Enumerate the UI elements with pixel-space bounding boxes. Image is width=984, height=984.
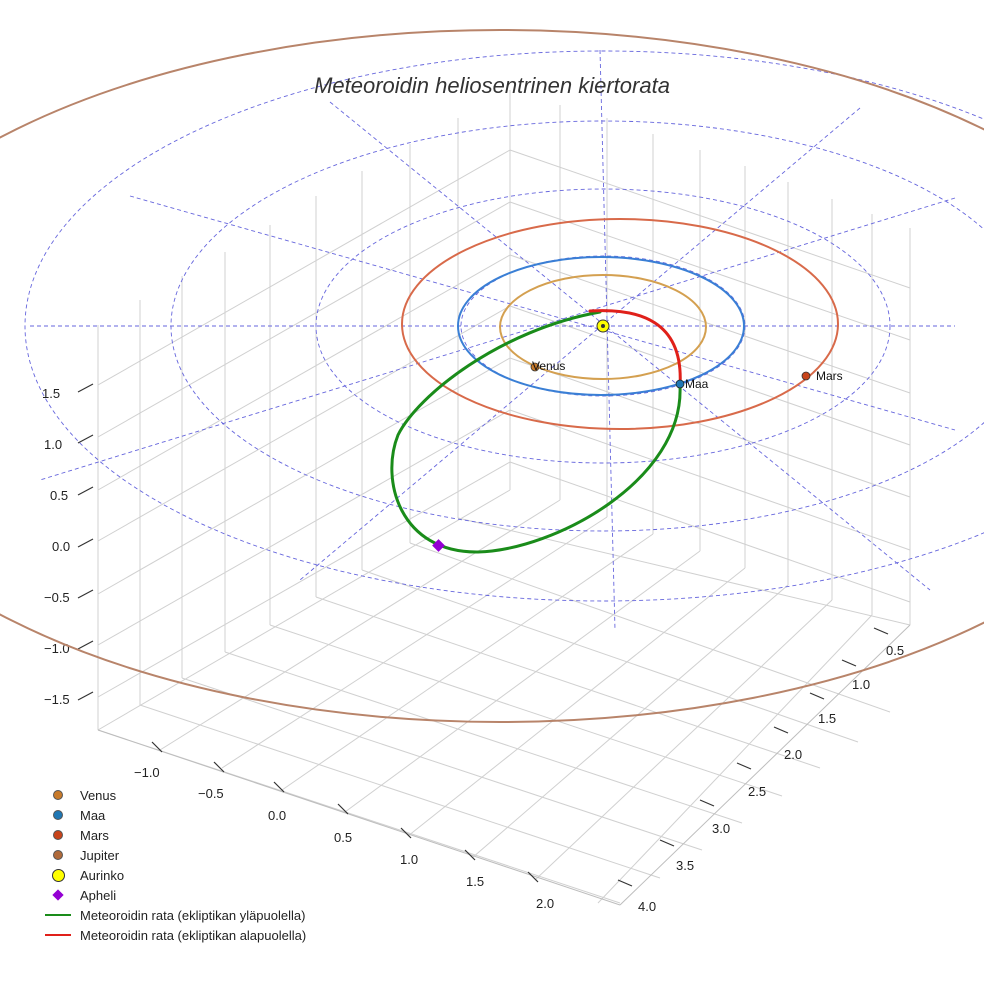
z-tick-label: −1.0 (44, 641, 70, 656)
legend-symbol-dot (40, 850, 76, 860)
legend-label: Venus (80, 787, 117, 803)
mars-marker (801, 371, 811, 381)
axis-tick-marks (77, 383, 889, 887)
legend-label: Maa (80, 807, 106, 823)
legend-label: Jupiter (80, 847, 120, 863)
y-tick-label: 4.0 (638, 899, 656, 914)
legend-item: Aurinko (40, 865, 306, 885)
pane-grid (97, 90, 911, 906)
venus-marker (530, 362, 540, 372)
legend-symbol-dot (40, 830, 76, 840)
ecliptic-polar-grid (24, 49, 984, 631)
legend-item: Meteoroidin rata (ekliptikan yläpuolella… (40, 905, 306, 925)
legend-symbol-sun (40, 868, 76, 882)
meteoroid-orbit-above (390, 310, 682, 554)
legend: Venus Maa Mars Jupiter Aurinko Apheli Meteoroi… (40, 785, 306, 945)
venus-label: Venus (532, 359, 565, 373)
y-tick-label: 1.0 (852, 677, 870, 692)
sun-core (601, 324, 605, 328)
x-tick-label: −0.5 (198, 786, 224, 801)
x-tick-label: 0.0 (268, 808, 286, 823)
venus-orbit (499, 274, 707, 380)
legend-label: Aurinko (80, 867, 125, 883)
legend-label: Apheli (80, 887, 117, 903)
jupiter-orbit (0, 29, 984, 723)
y-tick-label: 1.5 (818, 711, 836, 726)
mars-orbit (401, 218, 839, 430)
y-tick-label: 2.5 (748, 784, 766, 799)
legend-item: Jupiter (40, 845, 306, 865)
y-tick-label: 3.0 (712, 821, 730, 836)
legend-label: Meteoroidin rata (ekliptikan alapuolella… (80, 927, 307, 943)
y-tick-label: 3.5 (676, 858, 694, 873)
earth-orbit (457, 256, 745, 396)
x-tick-label: 2.0 (536, 896, 554, 911)
legend-label: Mars (80, 827, 109, 843)
z-tick-label: −1.5 (44, 692, 70, 707)
z-tick-label: 1.5 (42, 386, 60, 401)
x-tick-label: 1.0 (400, 852, 418, 867)
legend-symbol-line (40, 914, 76, 916)
z-tick-label: 0.5 (50, 488, 68, 503)
legend-item: Apheli (40, 885, 306, 905)
legend-item: Maa (40, 805, 306, 825)
legend-symbol-dot (40, 790, 76, 800)
z-tick-label: 1.0 (44, 437, 62, 452)
z-tick-label: 0.0 (52, 539, 70, 554)
sun (596, 319, 610, 333)
earth-marker (675, 379, 685, 389)
legend-symbol-diamond (40, 889, 76, 901)
x-tick-label: −1.0 (134, 765, 160, 780)
mars-label: Mars (816, 369, 843, 383)
meteoroid-orbit-below (588, 309, 682, 388)
legend-item: Venus (40, 785, 306, 805)
earth-label: Maa (685, 377, 709, 391)
legend-item: Meteoroidin rata (ekliptikan alapuolella… (40, 925, 306, 945)
z-tick-label: −0.5 (44, 590, 70, 605)
x-tick-label: 1.5 (466, 874, 484, 889)
legend-symbol-dot (40, 810, 76, 820)
chart-title: Meteoroidin heliosentrinen kiertorata (314, 73, 670, 98)
x-tick-label: 0.5 (334, 830, 352, 845)
y-tick-label: 0.5 (886, 643, 904, 658)
legend-item: Mars (40, 825, 306, 845)
y-tick-label: 2.0 (784, 747, 802, 762)
legend-symbol-line (40, 934, 76, 936)
legend-label: Meteoroidin rata (ekliptikan yläpuolella… (80, 907, 306, 923)
